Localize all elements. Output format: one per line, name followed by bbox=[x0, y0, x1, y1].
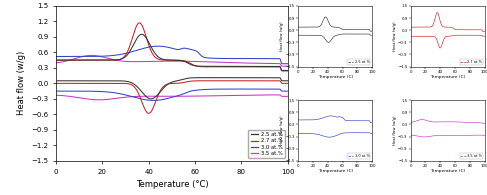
Y-axis label: Heat flow (w/g): Heat flow (w/g) bbox=[393, 116, 396, 145]
Legend: 3.0 at.%: 3.0 at.% bbox=[347, 153, 371, 159]
X-axis label: Temperature (C): Temperature (C) bbox=[318, 169, 353, 173]
Y-axis label: Heat flow (w/g): Heat flow (w/g) bbox=[393, 21, 396, 51]
Legend: 2.7 at.%: 2.7 at.% bbox=[460, 59, 483, 65]
X-axis label: Temperature (C): Temperature (C) bbox=[430, 75, 465, 79]
Y-axis label: Heat flow (w/g): Heat flow (w/g) bbox=[280, 116, 284, 145]
Y-axis label: Heat flow (w/g): Heat flow (w/g) bbox=[17, 51, 26, 115]
X-axis label: Temperature (°C): Temperature (°C) bbox=[135, 180, 208, 189]
X-axis label: Temperature (C): Temperature (C) bbox=[430, 169, 465, 173]
X-axis label: Temperature (C): Temperature (C) bbox=[318, 75, 353, 79]
Legend: 3.5 at.%: 3.5 at.% bbox=[460, 153, 483, 159]
Legend: 2.5 at.%: 2.5 at.% bbox=[347, 59, 371, 65]
Legend: 2.5 at.%, 2.7 at.%, 3.0 at.%, 3.5 at.%: 2.5 at.%, 2.7 at.%, 3.0 at.%, 3.5 at.% bbox=[248, 130, 285, 158]
Y-axis label: Heat flow (w/g): Heat flow (w/g) bbox=[280, 21, 284, 51]
